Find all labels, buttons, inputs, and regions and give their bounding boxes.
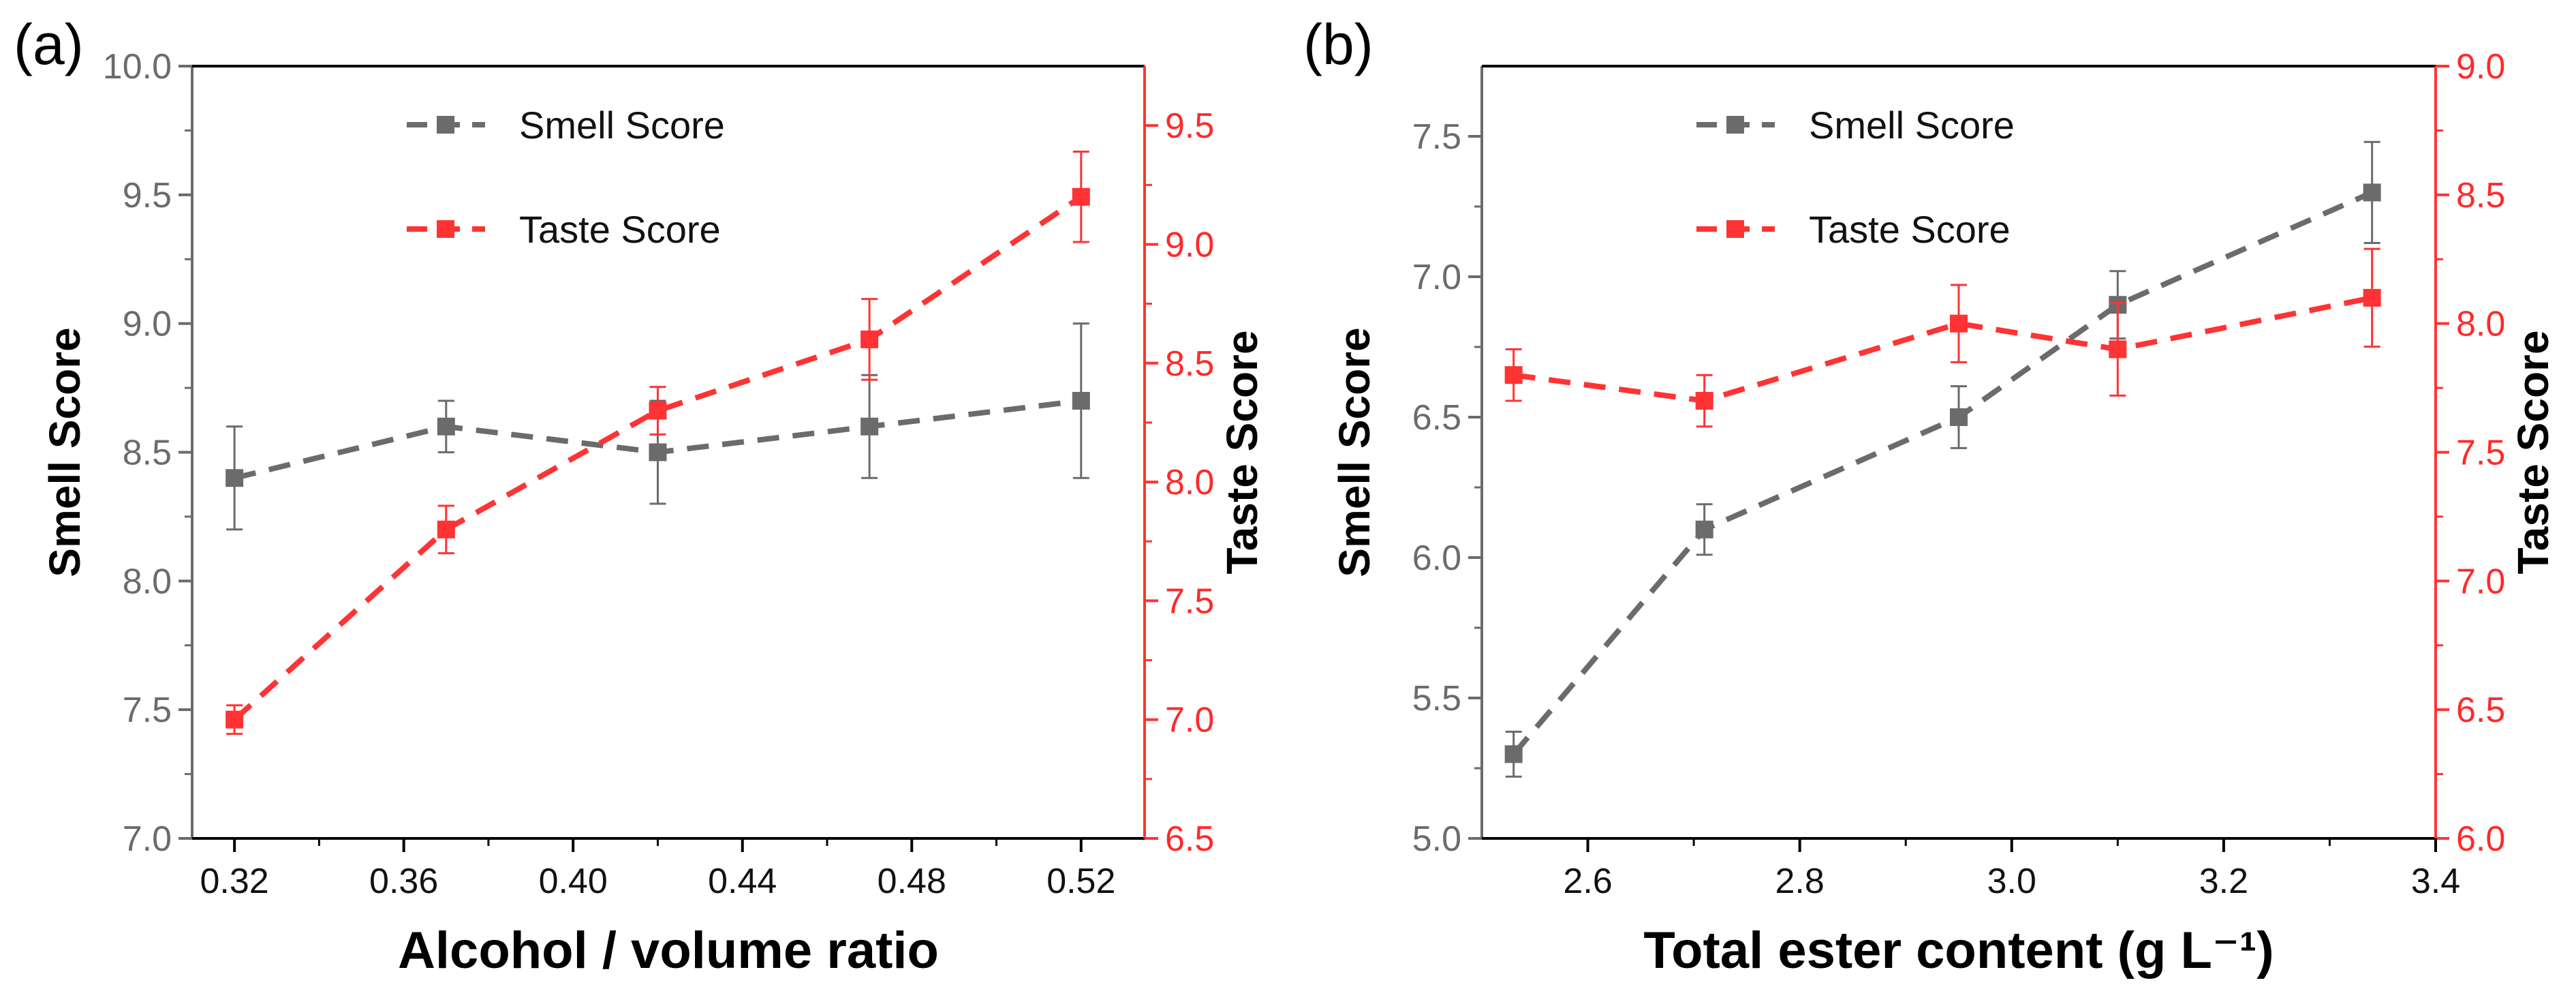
right-tick-label: 7.0 [1165,701,1214,740]
data-point [649,401,667,420]
left-axis-title: Smell Score [1330,327,1379,577]
left-tick-label: 8.5 [123,434,172,473]
data-point [1695,391,1713,410]
data-point [1504,745,1523,763]
series-line [1511,189,2374,756]
right-tick-label: 7.5 [2456,434,2505,473]
data-point [860,417,879,436]
right-tick-label: 9.0 [1165,225,1214,264]
legend-marker [1726,116,1744,134]
legend-item: Smell Score [407,104,725,147]
right-tick-label: 6.5 [2456,690,2505,730]
panel-a: 7.0 7.5 8.0 8.5 9.0 9.5 10.0 6.5 7.0 7.5 8.0 8.5 9.0… [14,12,1267,980]
left-tick-label: 9.0 [123,305,172,344]
bottom-tick-label: 3.4 [2411,862,2460,901]
left-axis-title: Smell Score [40,327,89,577]
legend-label: Taste Score [519,208,721,251]
right-tick-label: 8.5 [1165,344,1214,384]
data-point [2363,183,2381,202]
right-axis-title: Taste Score [2509,330,2558,574]
legend-marker [437,116,454,134]
data-point [2363,288,2381,307]
bottom-tick-label: 0.48 [878,862,946,901]
right-tick-label: 9.5 [1165,106,1214,146]
right-tick-label: 7.0 [2456,562,2505,601]
bottom-tick-label: 3.2 [2199,862,2248,901]
legend-marker [1726,220,1744,238]
panel-label: (a) [14,12,84,76]
bottom-tick-label: 0.32 [200,862,269,901]
left-tick-label: 5.5 [1412,679,1461,718]
panel-label: (b) [1303,12,1374,76]
right-tick-label: 8.0 [1165,463,1214,502]
left-tick-label: 8.0 [123,562,172,601]
data-point [1950,408,1968,426]
bottom-tick-label: 2.8 [1775,862,1825,901]
data-point [1950,314,1968,333]
right-tick-label: 7.5 [1165,581,1214,621]
bottom-tick-label: 0.52 [1046,862,1115,901]
bottom-tick-label: 0.44 [708,862,777,901]
series-smell-score [1504,140,2381,778]
legend-marker [437,220,454,238]
right-tick-label: 8.5 [2456,176,2505,215]
data-point [1695,520,1713,538]
series-taste-score [1504,247,2381,428]
data-point [226,710,244,729]
data-point [649,443,667,461]
data-point [2109,340,2127,359]
left-tick-label: 5.0 [1412,819,1461,859]
data-point [860,330,879,348]
data-point [1504,366,1523,384]
right-tick-label: 6.0 [2456,819,2505,859]
series-smell-score [226,322,1090,531]
left-tick-label: 9.5 [123,176,172,215]
series-line [1513,294,2373,404]
right-tick-label: 6.5 [1165,819,1214,859]
series-taste-score [226,151,1090,735]
left-tick-label: 6.0 [1412,538,1461,578]
left-tick-label: 10.0 [103,47,172,87]
left-tick-label: 7.5 [123,690,172,730]
x-axis-title: Alcohol / volume ratio [398,922,939,980]
x-axis-title: Total ester content (g L⁻¹) [1643,922,2274,980]
legend-label: Smell Score [519,104,725,147]
bottom-tick-label: 0.40 [539,862,608,901]
right-tick-label: 8.0 [2456,305,2505,344]
bottom-tick-label: 3.0 [1987,862,2036,901]
data-point [1072,391,1090,410]
bottom-tick-label: 2.6 [1563,862,1612,901]
left-tick-label: 7.0 [1412,258,1461,297]
bottom-tick-label: 0.36 [369,862,438,901]
left-tick-label: 7.0 [123,819,172,859]
data-point [437,417,455,436]
legend-item: Smell Score [1696,104,2015,147]
legend-item: Taste Score [407,208,721,251]
left-tick-label: 6.5 [1412,398,1461,438]
series-line [232,194,1083,722]
legend-label: Taste Score [1809,208,2011,251]
data-point [437,520,455,538]
data-point [1072,187,1090,206]
legend-item: Taste Score [1696,208,2011,251]
legend-label: Smell Score [1809,104,2015,147]
left-tick-label: 7.5 [1412,117,1461,157]
data-point [226,469,244,487]
right-axis-title: Taste Score [1217,330,1267,574]
right-tick-label: 9.0 [2456,47,2505,87]
panel-b: 5.0 5.5 6.0 6.5 7.0 7.5 6.0 6.5 7.0 7.5 8.0 8.5 9.0 2… [1303,12,2558,980]
